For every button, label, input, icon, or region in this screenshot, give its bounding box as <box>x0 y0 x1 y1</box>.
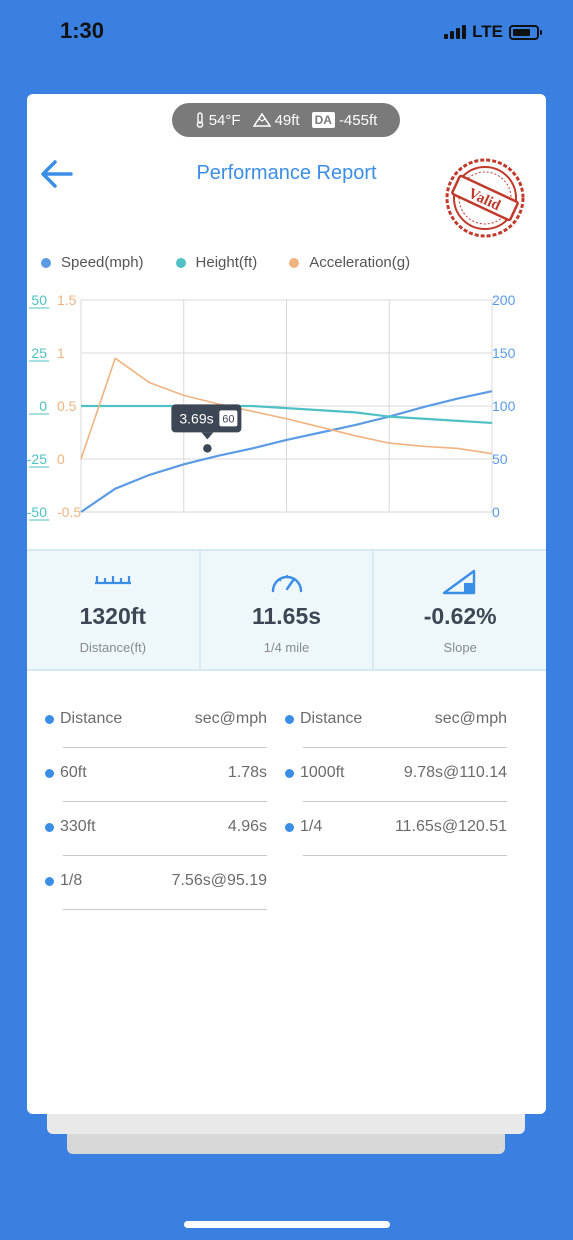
split-value: sec@mph <box>194 710 267 727</box>
split-row: 1/4 11.65s@120.51 <box>285 802 507 856</box>
status-time: 1:30 <box>60 18 105 43</box>
weather-pill: 54°F 49ft DA -455ft <box>172 103 400 137</box>
acceleration-series-line <box>80 357 493 460</box>
elevation-value: 49ft <box>274 111 300 129</box>
tooltip-label: 3.69s <box>179 410 213 426</box>
height-axis-tick: -50 <box>27 504 47 520</box>
density-altitude-item: DA -455ft <box>311 111 378 129</box>
legend-dot-acceleration <box>289 257 300 268</box>
tooltip-pointer <box>201 432 214 440</box>
slope-icon <box>442 569 476 595</box>
acceleration-axis-tick: 0 <box>57 451 65 467</box>
acceleration-axis-tick: 0.5 <box>57 398 77 414</box>
speed-axis-tick: 50 <box>492 451 508 467</box>
performance-chart[interactable]: 50 25 0 -25 -50 1.5 1 0.5 0 -0.5 200 150 100 50 0 3.69s… <box>27 282 546 532</box>
da-value: -455ft <box>338 111 378 129</box>
height-axis-tick: -25 <box>27 451 47 467</box>
split-row: 1/8 7.56s@95.19 <box>45 856 267 910</box>
temperature-item: 54°F <box>195 112 241 129</box>
performance-report-card: 54°F 49ft DA -455ft Performance Report V… <box>27 94 546 1114</box>
home-indicator[interactable] <box>184 1221 390 1228</box>
split-name: Distance <box>60 710 123 727</box>
ruler-icon <box>94 576 131 585</box>
acceleration-axis-tick: 1.5 <box>57 292 77 308</box>
split-value: 7.56s@95.19 <box>171 872 267 889</box>
network-label: LTE <box>472 22 503 41</box>
bullet-dot <box>285 715 294 724</box>
split-name: 1/8 <box>60 872 83 889</box>
height-axis-tick: 0 <box>39 398 47 414</box>
stat-distance: 1320ft Distance(ft) <box>27 551 201 669</box>
signal-icon <box>444 25 467 39</box>
legend-label-speed: Speed(mph) <box>61 254 144 271</box>
elevation-item: 49ft <box>252 111 300 129</box>
battery-icon <box>509 24 542 40</box>
stat-time-label: 1/4 mile <box>263 640 310 655</box>
split-value: 11.65s@120.51 <box>394 818 507 835</box>
mountain-icon <box>252 113 271 127</box>
height-axis-tick: 25 <box>31 345 47 361</box>
bullet-dot <box>45 715 54 724</box>
stat-slope-label: Slope <box>443 640 477 655</box>
status-indicators: LTE <box>444 22 542 42</box>
speed-axis-tick: 0 <box>492 504 500 520</box>
split-column-left: Distance sec@mph 60ft 1.78s 330ft 4.96s 1/8… <box>27 694 267 910</box>
legend-label-acceleration: Acceleration(g) <box>309 254 411 271</box>
acceleration-axis-tick: 1 <box>57 345 65 361</box>
split-row: 330ft 4.96s <box>45 802 267 856</box>
stat-slope: -0.62% Slope <box>374 551 546 669</box>
split-column-right: Distance sec@mph 1000ft 9.78s@110.14 1/4 11… <box>267 694 507 856</box>
split-value: sec@mph <box>434 710 507 727</box>
da-label: DA <box>311 112 335 128</box>
speed-axis-tick: 150 <box>492 345 516 361</box>
split-name: Distance <box>300 710 363 727</box>
height-series-line <box>81 404 493 425</box>
split-value: 9.78s@110.14 <box>403 764 507 781</box>
split-row: 60ft 1.78s <box>45 748 267 802</box>
legend-item-height[interactable]: Height(ft) <box>175 254 258 271</box>
bullet-dot <box>45 823 54 832</box>
tooltip-badge <box>219 410 238 427</box>
speed-axis-tick: 100 <box>492 398 516 414</box>
stat-slope-value: -0.62% <box>423 603 497 629</box>
tooltip-point <box>201 442 214 455</box>
bullet-dot <box>45 877 54 886</box>
stats-panel: 1320ft Distance(ft) 11.65s 1/4 mile -0.6… <box>27 549 546 671</box>
thermometer-icon <box>196 112 204 128</box>
temperature-value: 54°F <box>208 111 241 129</box>
split-row: Distance sec@mph <box>45 694 267 748</box>
legend-item-acceleration[interactable]: Acceleration(g) <box>289 254 410 271</box>
speed-axis-tick: 200 <box>492 292 516 308</box>
speedometer-icon <box>271 575 302 593</box>
stat-distance-value: 1320ft <box>79 603 147 629</box>
split-value: 1.78s <box>227 764 267 781</box>
split-row: Distance sec@mph <box>285 694 507 748</box>
legend-dot-speed <box>41 257 51 268</box>
stat-quarter-mile: 11.65s 1/4 mile <box>201 551 375 669</box>
split-name: 330ft <box>60 818 96 835</box>
page-title: Performance Report <box>196 162 377 184</box>
split-name: 1/4 <box>300 818 323 835</box>
split-name: 1000ft <box>300 764 345 781</box>
chart-legend: Speed(mph) Height(ft) Acceleration(g) <box>41 254 541 271</box>
legend-label-height: Height(ft) <box>195 254 258 271</box>
back-arrow-icon[interactable] <box>39 158 75 190</box>
speed-series-line <box>80 390 493 513</box>
acceleration-axis-tick: -0.5 <box>57 504 81 520</box>
status-bar: 1:30 LTE <box>0 0 573 70</box>
bullet-dot <box>45 769 54 778</box>
valid-stamp-icon: Valid <box>445 158 525 238</box>
bullet-dot <box>285 769 294 778</box>
legend-dot-height <box>175 257 186 268</box>
split-value: 4.96s <box>227 818 267 835</box>
height-axis-tick: 50 <box>31 292 47 308</box>
stat-time-value: 11.65s <box>251 603 322 629</box>
split-name: 60ft <box>60 764 87 781</box>
tooltip-badge-text: 60 <box>222 413 234 425</box>
stat-distance-label: Distance(ft) <box>79 640 147 655</box>
split-row: 1000ft 9.78s@110.14 <box>285 748 507 802</box>
bullet-dot <box>285 823 294 832</box>
legend-item-speed[interactable]: Speed(mph) <box>41 254 144 271</box>
